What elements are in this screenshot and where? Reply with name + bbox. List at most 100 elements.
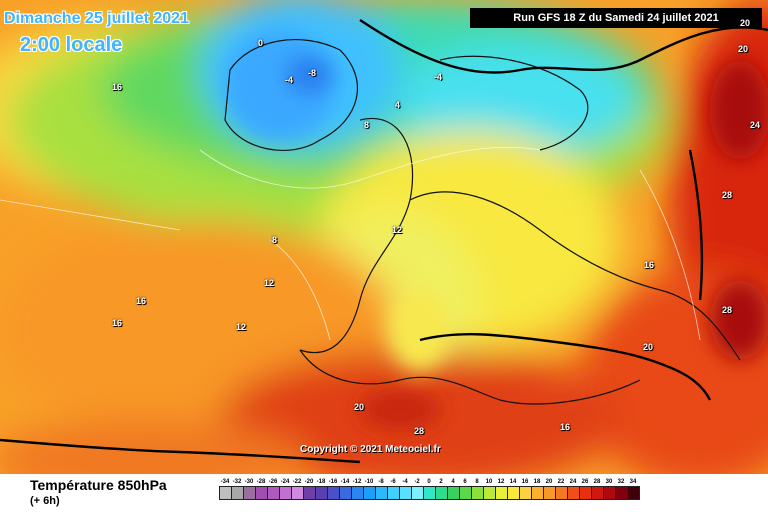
- scale-tick-label: 0: [427, 479, 431, 485]
- scale-tick-label: 22: [557, 479, 565, 485]
- scale-tick-label: -20: [304, 479, 314, 485]
- scale-step: 12: [495, 478, 508, 500]
- scale-tick-label: 2: [439, 479, 443, 485]
- contour-label: 20: [354, 402, 365, 412]
- scale-step: 30: [603, 478, 616, 500]
- scale-step: 32: [615, 478, 628, 500]
- scale-step: 0: [423, 478, 436, 500]
- scale-tick-label: 28: [593, 479, 601, 485]
- contour-label: 28: [722, 305, 733, 315]
- contour-label: 16: [644, 260, 655, 270]
- scale-step: 24: [567, 478, 580, 500]
- scale-tick-label: 16: [521, 479, 529, 485]
- contour-label: 12: [236, 322, 247, 332]
- contour-label: 12: [264, 278, 275, 288]
- contour-label: 16: [136, 296, 147, 306]
- scale-step: 28: [591, 478, 604, 500]
- temperature-map: Dimanche 25 juillet 2021 2:00 locale Run…: [0, 0, 768, 474]
- scale-step: 26: [579, 478, 592, 500]
- scale-tick-label: -10: [364, 479, 374, 485]
- legend-title: Température 850hPa: [30, 477, 167, 493]
- scale-tick-label: -6: [390, 479, 396, 485]
- scale-tick-label: 8: [475, 479, 479, 485]
- scale-tick-label: -4: [402, 479, 408, 485]
- scale-tick-label: -30: [244, 479, 254, 485]
- scale-step: -12: [351, 478, 364, 500]
- scale-step: -20: [303, 478, 316, 500]
- scale-tick-label: 34: [629, 479, 637, 485]
- scale-step: -34: [219, 478, 232, 500]
- scale-step: -28: [255, 478, 268, 500]
- scale-step: -18: [315, 478, 328, 500]
- scale-tick-label: -26: [268, 479, 278, 485]
- scale-step: 14: [507, 478, 520, 500]
- forecast-time: 2:00 locale: [20, 34, 123, 56]
- legend-footer: Température 850hPa (+ 6h) -34 -32 -30 -28 -2…: [0, 474, 768, 512]
- scale-step: 16: [519, 478, 532, 500]
- scale-step: -14: [339, 478, 352, 500]
- scale-tick-label: -28: [256, 479, 266, 485]
- scale-tick-label: -8: [378, 479, 384, 485]
- scale-step: 34: [627, 478, 640, 500]
- contour-label: 28: [722, 190, 733, 200]
- contour-label: -8: [308, 68, 317, 78]
- contour-label: 8: [272, 235, 278, 245]
- scale-step: -24: [279, 478, 292, 500]
- contour-label: 20: [740, 18, 751, 28]
- contour-label: 8: [364, 120, 370, 130]
- scale-step: -8: [375, 478, 388, 500]
- scale-step: -2: [411, 478, 424, 500]
- model-run-banner: Run GFS 18 Z du Samedi 24 juillet 2021: [470, 8, 762, 28]
- scale-step: -32: [231, 478, 244, 500]
- scale-step: -6: [387, 478, 400, 500]
- contour-label: 0: [258, 38, 264, 48]
- contour-label: 20: [643, 342, 654, 352]
- scale-step: 6: [459, 478, 472, 500]
- scale-step: 8: [471, 478, 484, 500]
- contour-label: 20: [738, 44, 749, 54]
- scale-swatch: [627, 486, 640, 500]
- scale-tick-label: -34: [220, 479, 230, 485]
- scale-step: -26: [267, 478, 280, 500]
- scale-tick-label: 6: [463, 479, 467, 485]
- contour-label: 12: [392, 225, 403, 235]
- scale-tick-label: 32: [617, 479, 625, 485]
- scale-step: 10: [483, 478, 496, 500]
- scale-tick-label: 26: [581, 479, 589, 485]
- scale-tick-label: -14: [340, 479, 350, 485]
- scale-tick-label: -18: [316, 479, 326, 485]
- contour-label: 16: [112, 82, 123, 92]
- scale-tick-label: 30: [605, 479, 613, 485]
- contour-label: 16: [112, 318, 123, 328]
- scale-step: 20: [543, 478, 556, 500]
- scale-tick-label: -32: [232, 479, 242, 485]
- contour-label: 24: [750, 120, 761, 130]
- copyright-notice: Copyright © 2021 Meteociel.fr: [300, 444, 441, 455]
- scale-tick-label: 10: [485, 479, 493, 485]
- scale-step: 2: [435, 478, 448, 500]
- legend-subtitle: (+ 6h): [30, 495, 60, 507]
- scale-step: -10: [363, 478, 376, 500]
- scale-tick-label: -16: [328, 479, 338, 485]
- scale-step: -30: [243, 478, 256, 500]
- scale-tick-label: -2: [414, 479, 420, 485]
- forecast-date: Dimanche 25 juillet 2021: [4, 10, 189, 27]
- scale-step: 4: [447, 478, 460, 500]
- scale-tick-label: 24: [569, 479, 577, 485]
- contour-label: 28: [414, 426, 425, 436]
- contour-label: -4: [285, 75, 294, 85]
- map-canvas: [0, 0, 768, 474]
- scale-tick-label: 12: [497, 479, 505, 485]
- scale-tick-label: 18: [533, 479, 541, 485]
- contour-label: 4: [395, 100, 401, 110]
- scale-step: -16: [327, 478, 340, 500]
- scale-step: -4: [399, 478, 412, 500]
- scale-step: -22: [291, 478, 304, 500]
- scale-tick-label: -24: [280, 479, 290, 485]
- scale-tick-label: -12: [352, 479, 362, 485]
- scale-step: 22: [555, 478, 568, 500]
- scale-step: 18: [531, 478, 544, 500]
- color-scale: -34 -32 -30 -28 -26 -24 -22 -20 -18 -16 -14 -12 -10-…: [219, 478, 640, 500]
- contour-label: -4: [434, 72, 443, 82]
- scale-tick-label: 4: [451, 479, 455, 485]
